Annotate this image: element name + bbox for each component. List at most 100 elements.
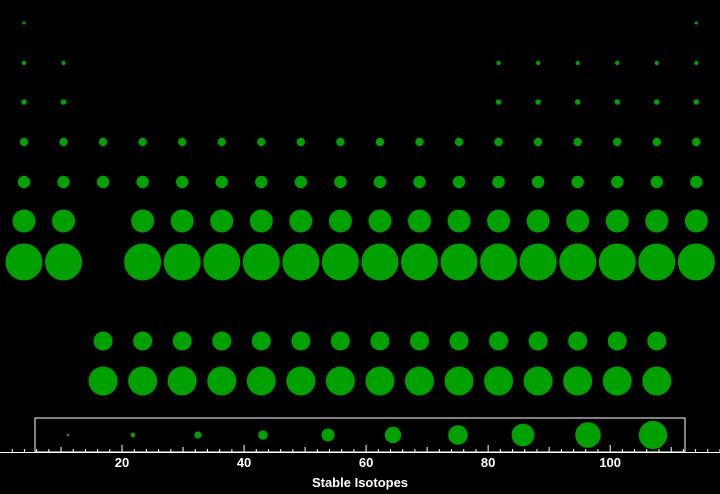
bubble-f-block-period-7-14 — [602, 366, 632, 396]
bubble-f-block-period-6-9 — [410, 331, 429, 351]
x-axis-title: Stable Isotopes — [312, 475, 408, 490]
f-block-bubble-grid — [88, 331, 672, 396]
bubble-period-3-group-16 — [614, 99, 621, 105]
bubble-period-5-group-3 — [96, 175, 110, 189]
bubble-period-5-group-17 — [650, 175, 663, 189]
legend-marker-2 — [130, 432, 136, 438]
bubble-period-1-group-18 — [694, 21, 698, 25]
bubble-period-6-group-13 — [487, 209, 511, 233]
bubble-f-block-period-7-7 — [325, 366, 355, 396]
bubble-f-block-period-7-2 — [128, 366, 158, 396]
bubble-period-5-group-13 — [492, 175, 505, 189]
bubble-period-5-group-11 — [413, 175, 426, 189]
bubble-period-7-group-15 — [559, 243, 597, 281]
bubble-f-block-period-7-8 — [365, 366, 395, 396]
bubble-period-1-group-1 — [22, 21, 26, 25]
bubble-f-block-period-7-11 — [484, 366, 514, 396]
x-tick-label-80: 80 — [481, 455, 495, 470]
bubble-period-4-group-9 — [336, 137, 345, 147]
legend-marker-9 — [575, 422, 601, 448]
bubble-f-block-period-6-7 — [330, 331, 350, 351]
bubble-period-6-group-16 — [605, 209, 629, 233]
legend-marker-1 — [66, 433, 70, 437]
bubble-period-2-group-15 — [575, 60, 580, 66]
bubble-period-4-group-1 — [19, 137, 29, 147]
bubble-period-6-group-8 — [289, 209, 313, 233]
legend-marker-10 — [638, 420, 668, 450]
bubble-period-4-group-7 — [257, 137, 266, 147]
bubble-period-6-group-17 — [645, 209, 669, 233]
bubble-period-6-group-7 — [249, 209, 273, 233]
bubble-period-5-group-8 — [294, 175, 308, 189]
bubble-period-2-group-17 — [654, 60, 659, 66]
legend-marker-7 — [448, 425, 468, 445]
bubble-period-4-group-6 — [217, 137, 226, 147]
bubble-period-5-group-16 — [611, 175, 624, 189]
bubble-period-6-group-14 — [526, 209, 550, 233]
bubble-period-7-group-9 — [321, 243, 359, 281]
legend-marker-8 — [511, 423, 535, 447]
bubble-f-block-period-7-3 — [167, 366, 197, 396]
bubble-period-2-group-14 — [535, 60, 541, 66]
bubble-period-3-group-18 — [693, 99, 700, 105]
bubble-period-5-group-5 — [176, 175, 189, 189]
bubble-period-5-group-18 — [690, 175, 703, 189]
bubble-f-block-period-6-15 — [647, 331, 667, 351]
bubble-period-3-group-14 — [535, 99, 541, 105]
bubble-period-3-group-2 — [60, 99, 67, 105]
bubble-period-6-group-6 — [210, 209, 234, 233]
bubble-f-block-period-6-4 — [212, 331, 232, 351]
legend-marker-6 — [384, 426, 402, 444]
legend-marker-4 — [258, 430, 268, 440]
bubble-period-4-group-14 — [533, 137, 543, 147]
bubble-period-7-group-1 — [5, 243, 43, 281]
x-tick-label-20: 20 — [115, 455, 129, 470]
bubble-f-block-period-6-12 — [528, 331, 548, 351]
bubble-period-3-group-1 — [21, 99, 27, 105]
bubble-period-7-group-4 — [124, 243, 162, 281]
bubble-period-2-group-1 — [21, 60, 27, 66]
bubble-period-5-group-14 — [531, 175, 545, 189]
bubble-period-4-group-4 — [138, 137, 147, 147]
bubble-period-5-group-4 — [136, 175, 149, 189]
size-legend — [66, 420, 668, 450]
bubble-period-4-group-5 — [178, 137, 187, 147]
x-tick-label-60: 60 — [359, 455, 373, 470]
bubble-f-block-period-7-13 — [563, 366, 593, 396]
bubble-period-7-group-13 — [480, 243, 518, 281]
bubble-f-block-period-6-5 — [251, 331, 271, 351]
bubble-f-block-period-7-4 — [207, 366, 237, 396]
bubble-f-block-period-6-3 — [172, 331, 192, 351]
bubble-period-6-group-2 — [52, 209, 76, 233]
bubble-period-7-group-14 — [519, 243, 557, 281]
bubble-f-block-period-6-14 — [607, 331, 627, 351]
bubble-period-7-group-12 — [440, 243, 478, 281]
bubble-period-5-group-7 — [255, 175, 268, 189]
bubble-period-6-group-12 — [447, 209, 471, 233]
bubble-period-6-group-11 — [408, 209, 431, 233]
bubble-period-4-group-13 — [494, 137, 503, 147]
bubble-f-block-period-6-11 — [489, 331, 509, 351]
bubble-period-4-group-2 — [59, 137, 68, 147]
bubble-period-7-group-7 — [242, 243, 280, 281]
bubble-period-6-group-5 — [170, 209, 194, 233]
bubble-f-block-period-6-2 — [133, 331, 153, 351]
bubble-f-block-period-6-10 — [449, 331, 469, 351]
bubble-f-block-period-6-1 — [93, 331, 113, 351]
bubble-period-4-group-11 — [415, 137, 424, 147]
bubble-f-block-period-7-15 — [642, 366, 672, 396]
bubble-period-7-group-6 — [203, 243, 241, 281]
bubble-period-5-group-6 — [215, 175, 228, 189]
bubble-period-6-group-1 — [12, 209, 36, 233]
bubble-f-block-period-6-8 — [370, 331, 390, 351]
bubble-f-block-period-7-1 — [88, 366, 118, 396]
bubble-f-block-period-7-12 — [523, 366, 553, 396]
bubble-period-7-group-10 — [361, 243, 399, 281]
bubble-period-7-group-18 — [677, 243, 715, 281]
bubble-period-2-group-16 — [615, 60, 620, 66]
bubble-period-2-group-18 — [694, 60, 699, 66]
bubble-period-7-group-2 — [45, 243, 83, 281]
bubble-f-block-period-7-9 — [405, 366, 434, 396]
